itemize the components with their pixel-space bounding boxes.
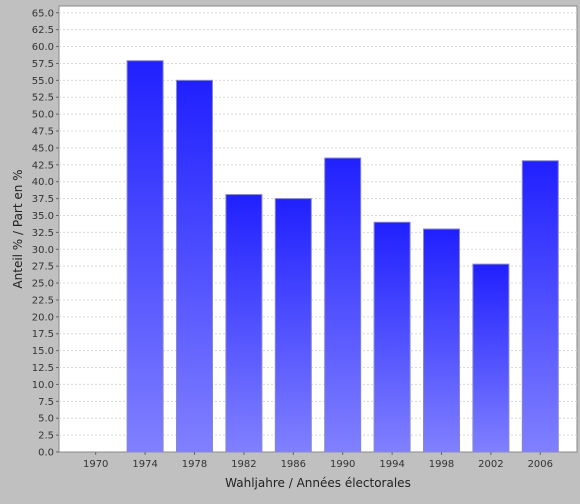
bars <box>126 60 559 453</box>
y-tick-label: 32.5 <box>32 228 54 239</box>
x-axis-label: Wahljahre / Années électorales <box>225 476 411 490</box>
y-tick-label: 22.5 <box>32 295 54 306</box>
x-tick-label: 2006 <box>528 459 553 470</box>
y-tick-label: 57.5 <box>32 59 54 70</box>
x-tick-label: 1990 <box>330 459 355 470</box>
x-tick-label: 1970 <box>83 459 108 470</box>
y-tick-label: 52.5 <box>32 93 54 104</box>
x-tick-label: 1994 <box>379 459 404 470</box>
y-tick-label: 47.5 <box>32 127 54 138</box>
bar-1982 <box>225 194 263 453</box>
y-tick-label: 62.5 <box>32 25 54 36</box>
y-tick-label: 55.0 <box>32 76 54 87</box>
y-axis-ticks: 0.0 2.5 5.0 7.5 10.0 12.5 15.0 17.5 20.0 22.5 25.0… <box>32 8 59 459</box>
x-tick-label: 1974 <box>132 459 157 470</box>
y-tick-label: 35.0 <box>32 211 54 222</box>
x-tick-label: 1998 <box>429 459 454 470</box>
y-tick-label: 60.0 <box>32 42 54 53</box>
y-tick-label: 17.5 <box>32 329 54 340</box>
y-tick-label: 2.5 <box>38 431 54 442</box>
y-tick-label: 25.0 <box>32 279 54 290</box>
x-tick-label: 1978 <box>182 459 207 470</box>
y-tick-label: 12.5 <box>32 363 54 374</box>
y-tick-label: 7.5 <box>38 397 54 408</box>
y-tick-label: 30.0 <box>32 245 54 256</box>
y-tick-label: 40.0 <box>32 177 54 188</box>
y-tick-label: 10.0 <box>32 380 54 391</box>
bar-1974 <box>126 60 164 453</box>
bar-1998 <box>423 228 460 453</box>
y-tick-label: 37.5 <box>32 194 54 205</box>
bar-1990 <box>324 157 362 453</box>
y-tick-label: 15.0 <box>32 346 54 357</box>
y-tick-label: 42.5 <box>32 160 54 171</box>
bar-1978 <box>176 79 213 453</box>
y-tick-label: 65.0 <box>32 8 54 19</box>
x-tick-label: 1982 <box>231 459 256 470</box>
bar-1994 <box>373 221 411 453</box>
bar-1986 <box>274 198 312 453</box>
bar-2006 <box>521 160 559 453</box>
y-tick-label: 20.0 <box>32 312 54 323</box>
y-tick-label: 0.0 <box>38 448 54 459</box>
y-tick-label: 5.0 <box>38 414 54 425</box>
x-axis-ticks: 1970 1974 1978 1982 1986 1990 1994 1998 2002 2006 <box>83 452 553 470</box>
x-tick-label: 1986 <box>281 459 306 470</box>
x-tick-label: 2002 <box>478 459 503 470</box>
y-tick-label: 27.5 <box>32 262 54 273</box>
y-tick-label: 45.0 <box>32 143 54 154</box>
y-axis-label: Anteil % / Part en % <box>11 169 25 288</box>
bar-2002 <box>472 263 510 453</box>
y-tick-label: 50.0 <box>32 110 54 121</box>
